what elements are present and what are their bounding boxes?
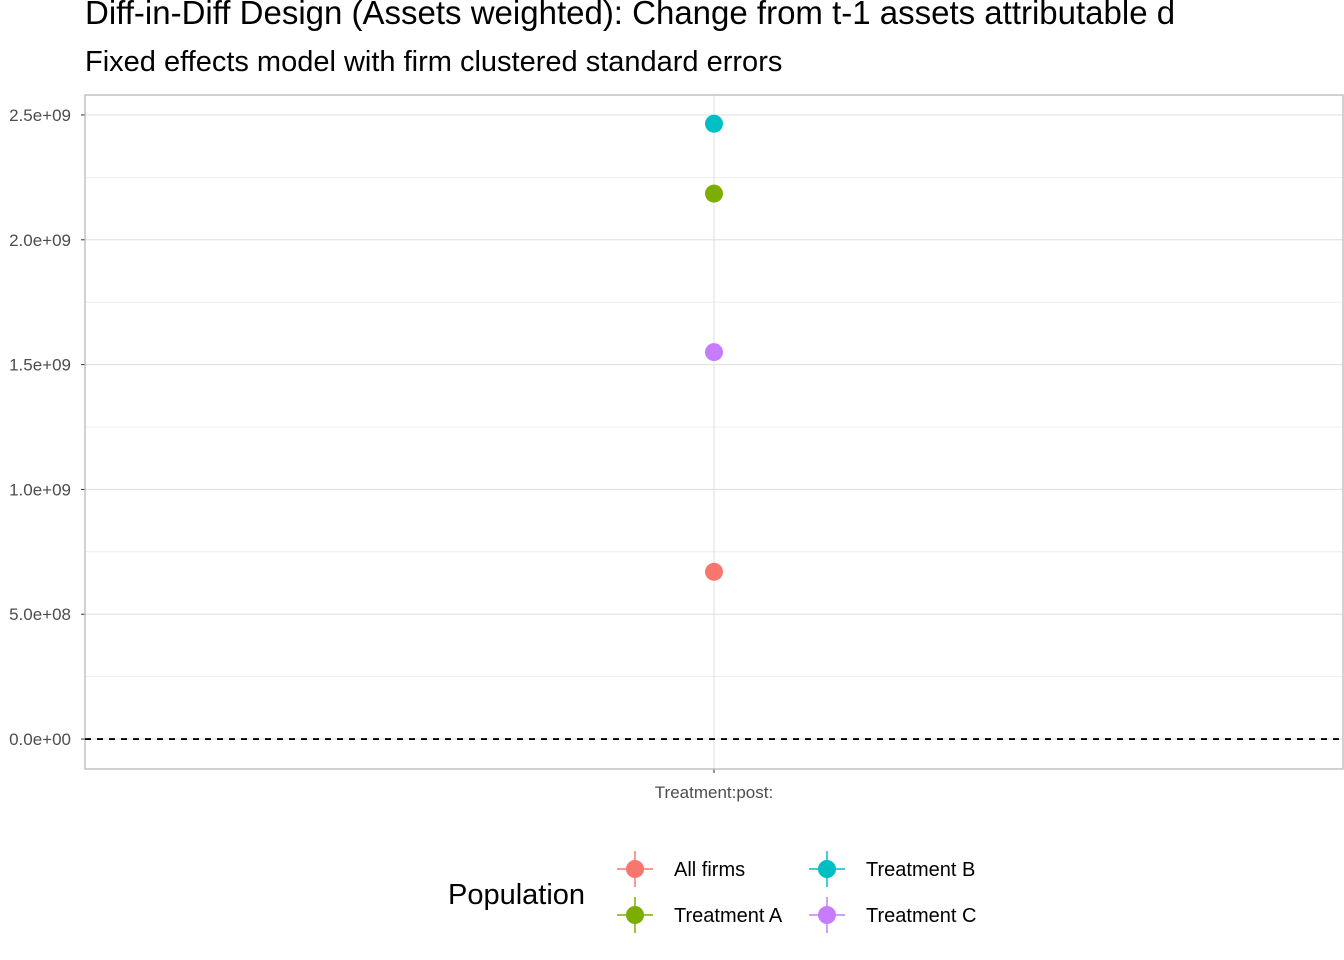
legend-key-point — [626, 906, 644, 924]
legend-key — [809, 851, 845, 887]
legend-key-point — [626, 860, 644, 878]
y-tick-label: 2.5e+09 — [9, 106, 71, 125]
axes: 0.0e+00 5.0e+08 1.0e+09 1.5e+09 2.0e+09 2.5e+… — [9, 94, 1344, 802]
legend-key — [809, 897, 845, 933]
legend-label: Treatment B — [866, 859, 975, 881]
legend-label: Treatment A — [674, 905, 783, 927]
data-point — [705, 562, 723, 581]
legend-key — [617, 851, 653, 887]
y-tick-label: 2.0e+09 — [9, 231, 71, 250]
y-tick-label: 1.5e+09 — [9, 356, 71, 375]
data-point — [705, 343, 723, 362]
data-points — [705, 114, 723, 581]
data-point — [705, 184, 723, 203]
legend-key-point — [818, 906, 836, 924]
legend-title: Population — [448, 879, 585, 911]
data-point — [705, 114, 723, 133]
chart-subtitle: Fixed effects model with firm clustered … — [85, 46, 783, 78]
panel-border — [84, 94, 1344, 770]
legend-label: Treatment C — [866, 905, 976, 927]
x-tick-label: Treatment:post: — [655, 783, 773, 802]
legend-key-point — [818, 860, 836, 878]
chart-title: Diff-in-Diff Design (Assets weighted): C… — [85, 0, 1176, 31]
y-tick-label: 0.0e+00 — [9, 730, 71, 749]
y-tick-label: 5.0e+08 — [9, 605, 71, 624]
legend: Population All firms Treatment A Treatment … — [448, 851, 976, 933]
y-tick-label: 1.0e+09 — [9, 480, 71, 499]
legend-key — [617, 897, 653, 933]
legend-label: All firms — [674, 859, 745, 881]
